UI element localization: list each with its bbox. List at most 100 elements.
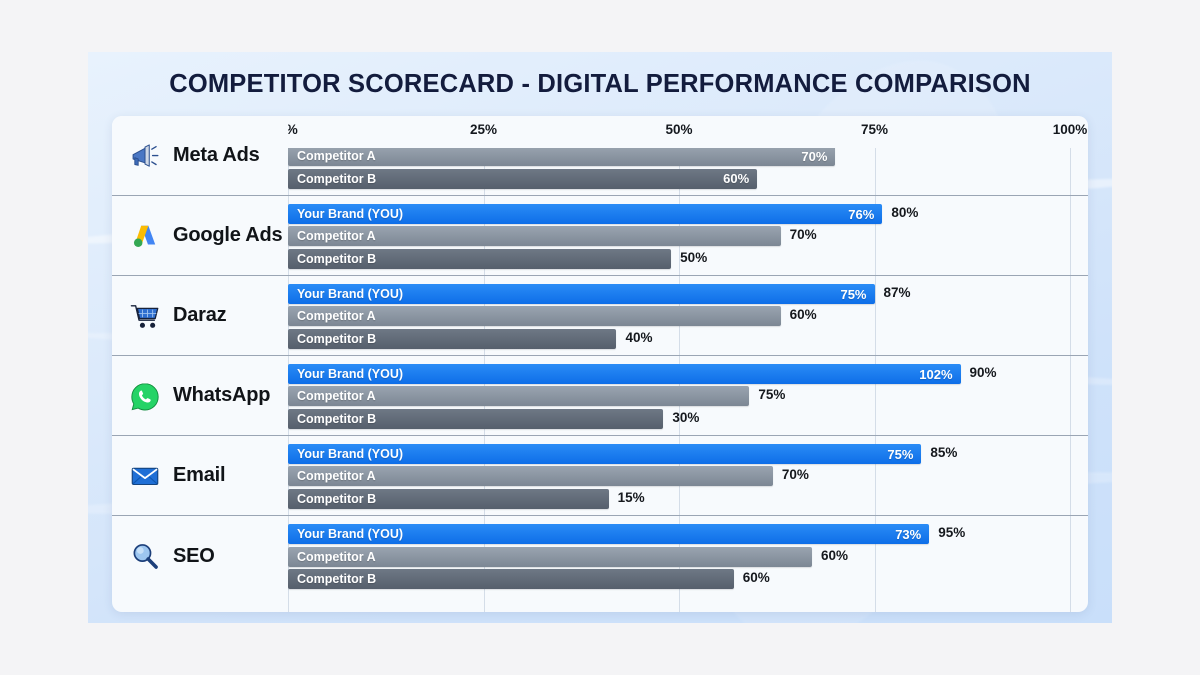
- bar-series-label: Competitor B: [297, 331, 377, 346]
- bar-ca[interactable]: Competitor A: [288, 306, 781, 327]
- chart-rows: Meta Ads Your Brand (YOU) 85% Competitor A 7…: [112, 116, 1088, 596]
- bar-series-label: Competitor B: [297, 171, 377, 186]
- bar-value-outside: 60%: [742, 570, 770, 586]
- bar-you[interactable]: Your Brand (YOU) 102%: [288, 364, 961, 384]
- bar-series-label: Competitor A: [297, 549, 376, 564]
- bar-line: Competitor B 15%: [288, 488, 1088, 509]
- channel-label-whatsapp: WhatsApp: [112, 356, 288, 435]
- bar-value-inside: 60%: [723, 171, 750, 187]
- bar-series-label: Competitor B: [297, 411, 377, 426]
- bar-cb[interactable]: Competitor B: [288, 408, 664, 429]
- bar-target-value: 90%: [969, 365, 997, 380]
- bar-target-value: 80%: [891, 205, 919, 220]
- bar-ca[interactable]: Competitor A: [288, 386, 750, 407]
- page-title: COMPETITOR SCORECARD - DIGITAL PERFORMAN…: [169, 70, 1031, 98]
- bar-value-inside: 102%: [919, 366, 953, 382]
- bar-cb[interactable]: Competitor B: [288, 488, 609, 509]
- whatsapp-icon: [128, 379, 162, 413]
- channel-label-seo: SEO: [112, 516, 288, 596]
- channel-label-google-ads: Google Ads: [112, 196, 288, 275]
- megaphone-icon: [128, 139, 162, 173]
- bar-value-inside: 75%: [840, 286, 867, 302]
- channel-label-meta-ads: Meta Ads: [112, 116, 288, 195]
- bar-value-outside: 50%: [680, 249, 708, 265]
- bar-series-label: Competitor A: [297, 229, 376, 244]
- bar-group: Your Brand (YOU) 75% 87% Competitor A 60% Com…: [288, 284, 1088, 349]
- bar-ca[interactable]: Competitor A: [288, 466, 773, 487]
- bar-line: Competitor B 30%: [288, 408, 1088, 429]
- channel-name: Daraz: [173, 304, 227, 326]
- bar-group: Your Brand (YOU) 76% 80% Competitor A 70% Com…: [288, 204, 1088, 269]
- bar-line: Competitor A 70%: [288, 466, 1088, 487]
- chart-row: SEO Your Brand (YOU) 73% 95% Competitor A 60%…: [112, 516, 1088, 596]
- bar-target-value: 95%: [938, 525, 966, 540]
- bar-line: Competitor B 60%: [288, 168, 1088, 189]
- x-axis-tick: 50%: [665, 122, 693, 137]
- bar-cb[interactable]: Competitor B: [288, 328, 617, 349]
- bar-you[interactable]: Your Brand (YOU) 73%: [288, 524, 930, 544]
- bar-line: Your Brand (YOU) 102% 90%: [288, 364, 1088, 384]
- bar-series-label: Your Brand (YOU): [297, 447, 404, 461]
- bar-value-outside: 60%: [820, 547, 848, 563]
- bar-you[interactable]: Your Brand (YOU) 75%: [288, 284, 875, 304]
- bar-series-label: Competitor A: [297, 469, 376, 484]
- bar-value-inside: 75%: [887, 446, 914, 462]
- bar-series-label: Competitor A: [297, 309, 376, 324]
- bar-series-label: Competitor B: [297, 251, 377, 266]
- gridline: [1070, 116, 1071, 612]
- channel-name: Email: [173, 464, 226, 486]
- bar-value-inside: 70%: [801, 148, 828, 164]
- bar-line: Your Brand (YOU) 73% 95%: [288, 524, 1088, 544]
- x-axis-tick: 25%: [469, 122, 498, 137]
- bar-cb[interactable]: Competitor B: [288, 248, 672, 269]
- magnifier-icon: [128, 539, 162, 573]
- bar-ca[interactable]: Competitor A: [288, 226, 781, 247]
- bar-you[interactable]: Your Brand (YOU) 76%: [288, 204, 883, 224]
- bar-line: Your Brand (YOU) 76% 80%: [288, 204, 1088, 224]
- bar-you[interactable]: Your Brand (YOU) 75%: [288, 444, 922, 464]
- channel-name: WhatsApp: [173, 384, 271, 406]
- bar-value-inside: 76%: [848, 206, 875, 222]
- bar-series-label: Competitor B: [297, 491, 377, 506]
- bar-group: Your Brand (YOU) 75% 85% Competitor A 70% Com…: [288, 444, 1088, 509]
- row-plot-area: Your Brand (YOU) 73% 95% Competitor A 60% Com…: [288, 516, 1088, 596]
- bar-line: Your Brand (YOU) 75% 87%: [288, 284, 1088, 304]
- x-axis-tick: 100%: [1052, 122, 1088, 137]
- x-axis-tick: 75%: [860, 122, 889, 137]
- bar-series-label: Competitor B: [297, 572, 377, 587]
- shopping-cart-icon: [128, 299, 162, 333]
- bar-line: Competitor B 40%: [288, 328, 1088, 349]
- bar-series-label: Your Brand (YOU): [297, 367, 404, 381]
- bar-series-label: Your Brand (YOU): [297, 207, 404, 221]
- bar-series-label: Competitor A: [297, 389, 376, 404]
- bar-value-outside: 70%: [781, 467, 809, 483]
- channel-label-daraz: Daraz: [112, 276, 288, 355]
- bar-value-outside: 70%: [789, 227, 817, 243]
- bar-group: Your Brand (YOU) 102% 90% Competitor A 75% Co…: [288, 364, 1088, 429]
- channel-label-email: Email: [112, 436, 288, 515]
- bar-value-outside: 30%: [672, 409, 700, 425]
- bar-value-outside: 15%: [617, 489, 645, 505]
- bar-cb[interactable]: Competitor B: [288, 569, 734, 590]
- chart-row: WhatsApp Your Brand (YOU) 102% 90% Competito…: [112, 356, 1088, 436]
- bar-ca[interactable]: Competitor A 70%: [288, 146, 836, 167]
- bar-value-inside: 73%: [895, 526, 922, 542]
- bar-target-value: 85%: [930, 445, 958, 460]
- row-plot-area: Your Brand (YOU) 75% 87% Competitor A 60% Com…: [288, 276, 1088, 355]
- chart-row: Google Ads Your Brand (YOU) 76% 80% Competit…: [112, 196, 1088, 276]
- bar-value-outside: 75%: [758, 387, 786, 403]
- scorecard-chart: Meta Ads Your Brand (YOU) 85% Competitor A 7…: [112, 116, 1088, 612]
- bar-ca[interactable]: Competitor A: [288, 546, 812, 567]
- chart-row: Daraz Your Brand (YOU) 75% 87% Competitor A 6…: [112, 276, 1088, 356]
- bar-series-label: Competitor A: [297, 149, 376, 164]
- bar-line: Competitor A 70%: [288, 146, 1088, 167]
- envelope-icon: [128, 459, 162, 493]
- channel-name: Meta Ads: [173, 144, 260, 166]
- bar-line: Your Brand (YOU) 75% 85%: [288, 444, 1088, 464]
- bar-cb[interactable]: Competitor B 60%: [288, 168, 758, 189]
- channel-name: Google Ads: [173, 224, 283, 246]
- bar-value-outside: 60%: [789, 307, 817, 323]
- bar-group: Your Brand (YOU) 73% 95% Competitor A 60% Com…: [288, 524, 1088, 590]
- bar-series-label: Your Brand (YOU): [297, 527, 404, 541]
